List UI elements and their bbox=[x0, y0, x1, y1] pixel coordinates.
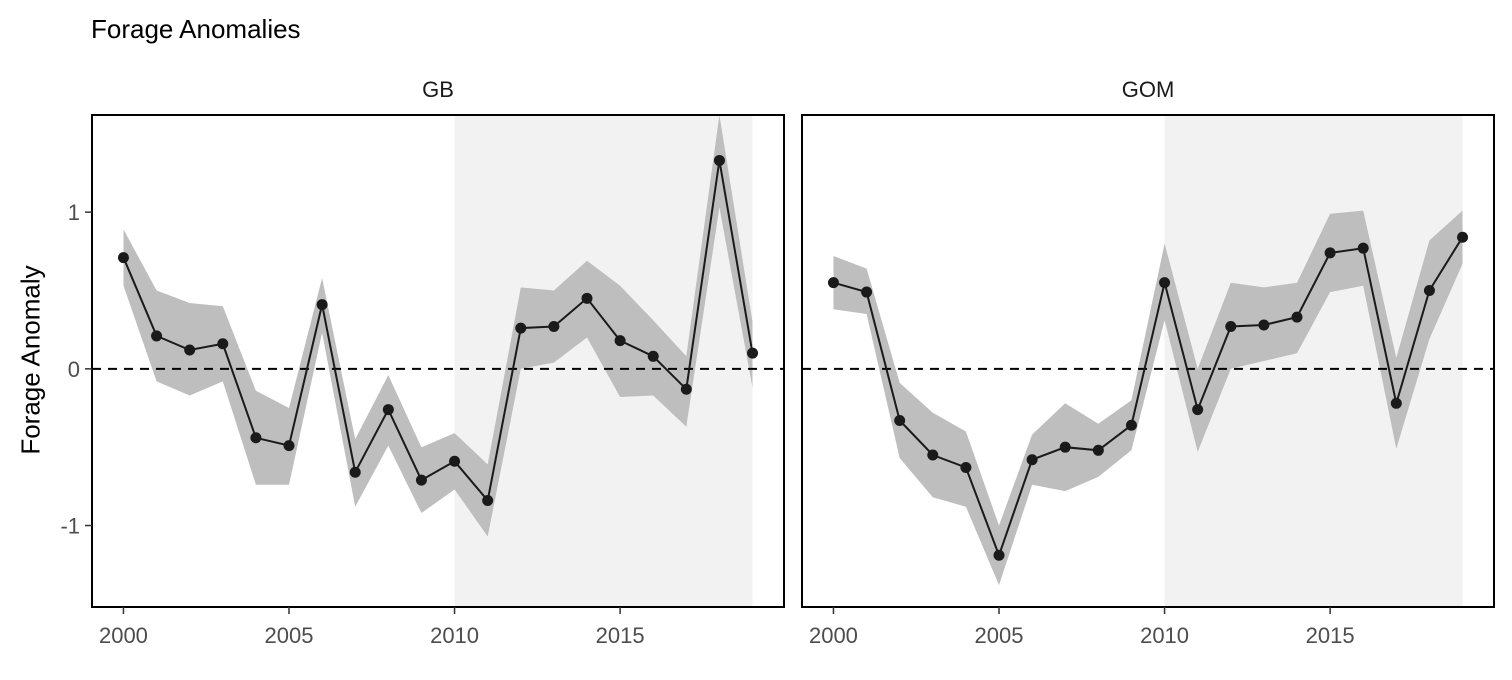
data-point bbox=[894, 415, 906, 427]
data-point bbox=[581, 292, 593, 304]
data-point bbox=[614, 335, 626, 347]
x-tick-label: 2015 bbox=[596, 623, 645, 648]
panel-border bbox=[91, 114, 785, 608]
data-point bbox=[927, 449, 939, 461]
confidence-ribbon bbox=[833, 210, 1463, 586]
data-point bbox=[827, 277, 839, 289]
data-point bbox=[1457, 231, 1469, 243]
data-point bbox=[515, 322, 527, 334]
data-point bbox=[1159, 277, 1171, 289]
data-point bbox=[861, 286, 873, 298]
data-point bbox=[960, 462, 972, 474]
chart-title: Forage Anomalies bbox=[91, 14, 301, 44]
data-point bbox=[1192, 404, 1204, 416]
data-point bbox=[1225, 321, 1237, 333]
data-point bbox=[1390, 397, 1402, 409]
data-point bbox=[151, 330, 163, 342]
data-point bbox=[1026, 454, 1038, 466]
panel-border bbox=[801, 114, 1495, 608]
data-point bbox=[117, 252, 129, 264]
data-point bbox=[1258, 319, 1270, 331]
y-tick-label: 0 bbox=[68, 357, 80, 382]
data-point bbox=[283, 440, 295, 452]
x-tick-label: 2015 bbox=[1306, 623, 1355, 648]
data-point bbox=[184, 344, 196, 356]
data-point bbox=[1357, 242, 1369, 254]
panel-strip-label: GB bbox=[422, 77, 454, 102]
data-point bbox=[482, 494, 494, 506]
data-point bbox=[316, 299, 328, 311]
data-point bbox=[449, 455, 461, 467]
x-tick-label: 2000 bbox=[99, 623, 148, 648]
panel-gom: GOM 2000 2005 2010 2015 bbox=[801, 77, 1495, 648]
data-point bbox=[680, 383, 692, 395]
data-point bbox=[993, 549, 1005, 561]
series-line bbox=[833, 236, 1464, 559]
y-tick-label: 1 bbox=[68, 200, 80, 225]
data-point bbox=[1324, 247, 1336, 259]
y-tick-label: -1 bbox=[60, 514, 80, 539]
x-tick-label: 2000 bbox=[809, 623, 858, 648]
data-point bbox=[1092, 444, 1104, 456]
data-point bbox=[1423, 284, 1435, 296]
panel-gb: GB 2000 2005 2010 2015 -1 0 1 bbox=[60, 77, 785, 648]
data-point bbox=[250, 432, 262, 444]
data-point bbox=[1125, 419, 1137, 431]
x-tick-label: 2010 bbox=[1140, 623, 1189, 648]
data-point bbox=[548, 321, 560, 333]
x-tick-label: 2010 bbox=[430, 623, 479, 648]
data-point bbox=[713, 154, 725, 166]
data-point bbox=[415, 474, 427, 486]
x-tick-label: 2005 bbox=[265, 623, 314, 648]
data-point bbox=[1059, 441, 1071, 453]
panel-strip-label: GOM bbox=[1122, 77, 1175, 102]
x-tick-label: 2005 bbox=[975, 623, 1024, 648]
series-line bbox=[122, 160, 754, 503]
data-point bbox=[217, 338, 229, 350]
data-point bbox=[349, 466, 361, 478]
data-point bbox=[747, 347, 759, 359]
data-point bbox=[1291, 311, 1303, 323]
confidence-ribbon bbox=[123, 115, 753, 537]
data-point bbox=[647, 350, 659, 362]
data-point bbox=[382, 404, 394, 416]
